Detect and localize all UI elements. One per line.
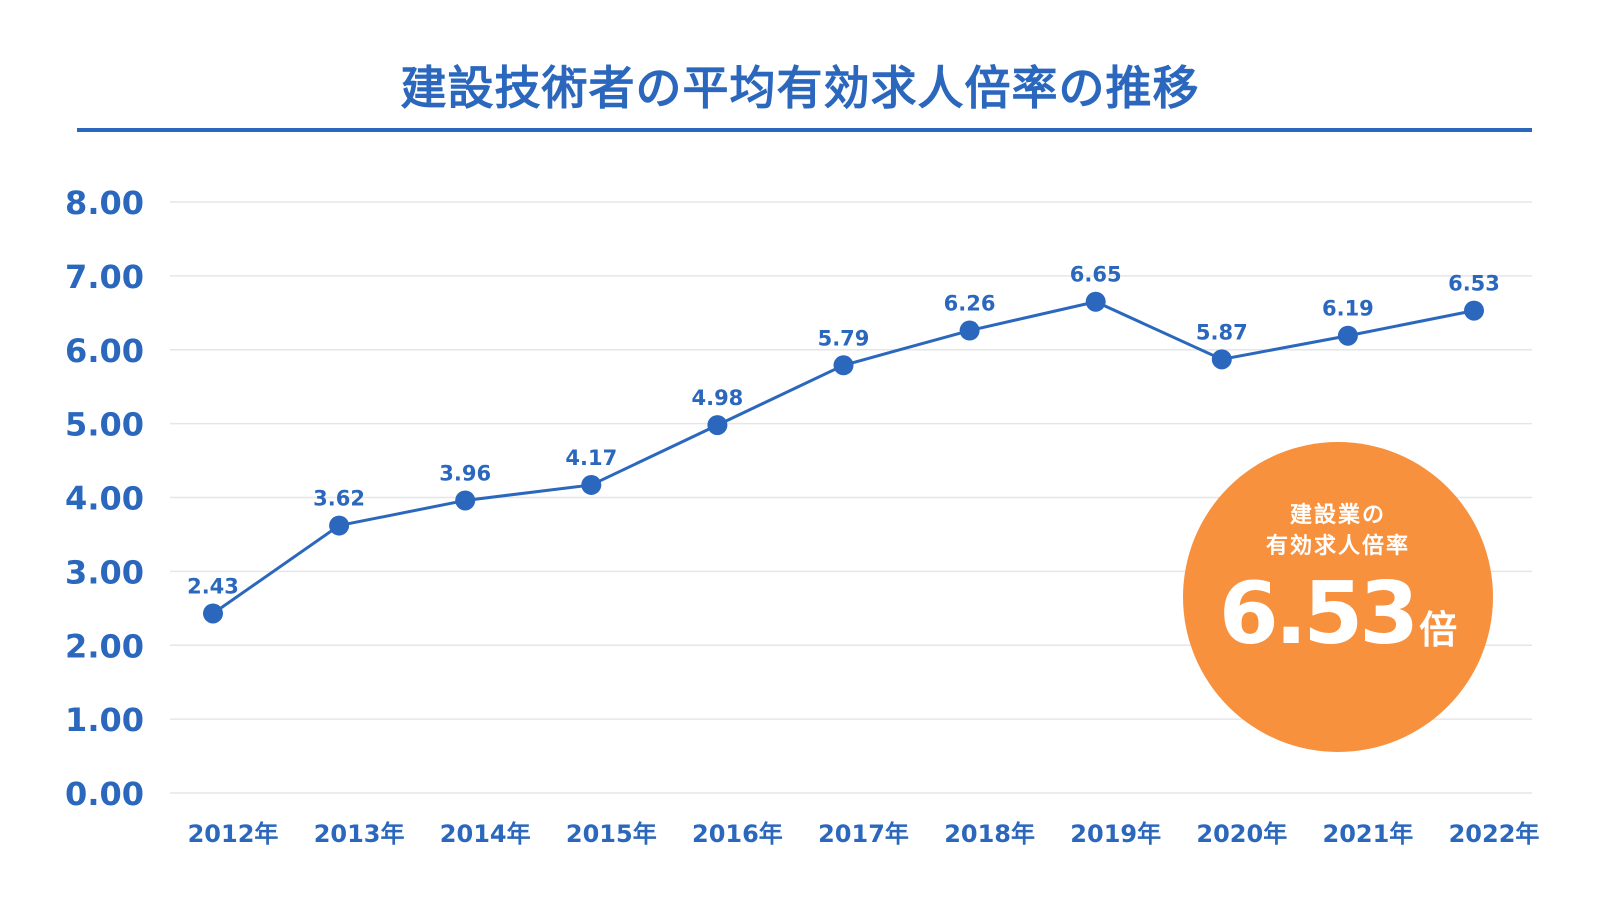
highlight-badge: 建設業の 有効求人倍率 6.53 倍 [1183,442,1493,752]
x-tick-label: 2022年 [1449,820,1540,848]
data-label: 4.17 [565,446,617,470]
x-tick-label: 2019年 [1070,820,1161,848]
y-tick-label: 0.00 [65,775,144,813]
y-tick-label: 5.00 [65,406,144,444]
badge-value: 6.53 倍 [1183,564,1493,664]
data-point [203,603,223,624]
data-label: 6.26 [944,292,996,316]
data-label: 6.65 [1070,263,1122,287]
data-point [455,490,476,511]
data-point [1085,291,1106,312]
x-tick-label: 2017年 [818,820,909,848]
y-tick-label: 8.00 [65,184,144,222]
data-label: 6.53 [1448,272,1500,296]
data-point [1211,349,1232,370]
data-point [959,320,980,341]
data-point [833,355,854,376]
badge-label-line2: 有効求人倍率 [1265,534,1410,559]
badge-label-line1: 建設業の [1289,503,1386,528]
y-tick-label: 4.00 [65,480,144,518]
data-label: 2.43 [187,574,239,598]
x-tick-label: 2020年 [1196,820,1287,848]
data-label: 3.96 [439,461,491,485]
badge-unit: 倍 [1419,608,1458,652]
data-label: 6.19 [1322,297,1374,321]
x-tick-label: 2021年 [1323,820,1414,848]
data-label: 5.79 [818,326,870,350]
x-tick-label: 2014年 [440,820,531,848]
x-tick-label: 2016年 [692,820,783,848]
y-tick-label: 7.00 [65,258,144,296]
data-point [329,515,350,536]
data-point [1464,300,1484,321]
data-point [581,474,602,495]
page-title: 建設技術者の平均有効求人倍率の推移 [400,61,1200,115]
y-tick-label: 6.00 [65,332,144,370]
x-tick-label: 2012年 [188,820,279,848]
data-label: 3.62 [313,487,365,511]
x-tick-label: 2018年 [944,820,1035,848]
data-point [707,415,728,436]
badge-number: 6.53 [1218,564,1419,664]
x-tick-label: 2013年 [314,820,405,848]
data-label: 4.98 [691,386,743,410]
data-point [1337,325,1358,346]
y-tick-label: 2.00 [65,627,144,665]
y-tick-label: 1.00 [65,701,144,739]
y-tick-label: 3.00 [65,553,144,591]
x-tick-label: 2015年 [566,820,657,848]
data-label: 5.87 [1196,320,1248,344]
title-divider [77,128,1532,132]
